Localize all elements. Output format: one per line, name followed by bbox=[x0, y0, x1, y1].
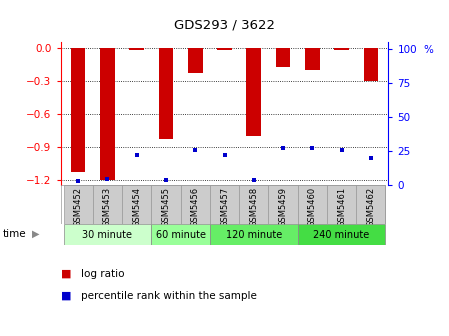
Text: ■: ■ bbox=[61, 269, 71, 279]
Text: GSM5454: GSM5454 bbox=[132, 187, 141, 227]
Bar bbox=[217, 47, 232, 50]
Text: ▶: ▶ bbox=[32, 228, 40, 239]
Text: time: time bbox=[2, 228, 26, 239]
Bar bbox=[151, 224, 210, 245]
Text: ■: ■ bbox=[61, 291, 71, 301]
Bar bbox=[158, 47, 173, 139]
Text: GSM5461: GSM5461 bbox=[337, 187, 346, 227]
Bar bbox=[210, 224, 298, 245]
Text: GSM5459: GSM5459 bbox=[278, 187, 287, 227]
Text: 120 minute: 120 minute bbox=[226, 230, 282, 240]
Text: 240 minute: 240 minute bbox=[313, 230, 370, 240]
Bar bbox=[129, 47, 144, 50]
Bar bbox=[122, 185, 151, 224]
Bar bbox=[356, 185, 385, 224]
Bar bbox=[298, 224, 385, 245]
Bar bbox=[305, 47, 320, 70]
Bar bbox=[64, 224, 151, 245]
Text: GSM5457: GSM5457 bbox=[220, 187, 229, 227]
Bar bbox=[64, 185, 93, 224]
Bar bbox=[364, 47, 378, 81]
Bar bbox=[93, 185, 122, 224]
Bar bbox=[298, 185, 327, 224]
Text: log ratio: log ratio bbox=[81, 269, 124, 279]
Bar bbox=[327, 185, 356, 224]
Text: GSM5460: GSM5460 bbox=[308, 187, 317, 227]
Text: 30 minute: 30 minute bbox=[83, 230, 132, 240]
Text: GSM5456: GSM5456 bbox=[191, 187, 200, 227]
Bar bbox=[180, 185, 210, 224]
Text: GSM5452: GSM5452 bbox=[74, 187, 83, 227]
Bar bbox=[247, 47, 261, 136]
Bar bbox=[334, 47, 349, 50]
Text: GSM5453: GSM5453 bbox=[103, 187, 112, 227]
Text: 60 minute: 60 minute bbox=[156, 230, 206, 240]
Bar bbox=[269, 185, 298, 224]
Text: %: % bbox=[423, 45, 433, 55]
Text: percentile rank within the sample: percentile rank within the sample bbox=[81, 291, 257, 301]
Bar bbox=[71, 47, 85, 172]
Text: GSM5458: GSM5458 bbox=[249, 187, 258, 227]
Bar bbox=[188, 47, 202, 73]
Text: GSM5462: GSM5462 bbox=[366, 187, 375, 227]
Bar bbox=[276, 47, 291, 67]
Bar bbox=[210, 185, 239, 224]
Text: GSM5455: GSM5455 bbox=[162, 187, 171, 227]
Bar bbox=[239, 185, 269, 224]
Bar bbox=[151, 185, 180, 224]
Bar bbox=[100, 47, 115, 180]
Text: GDS293 / 3622: GDS293 / 3622 bbox=[174, 18, 275, 32]
